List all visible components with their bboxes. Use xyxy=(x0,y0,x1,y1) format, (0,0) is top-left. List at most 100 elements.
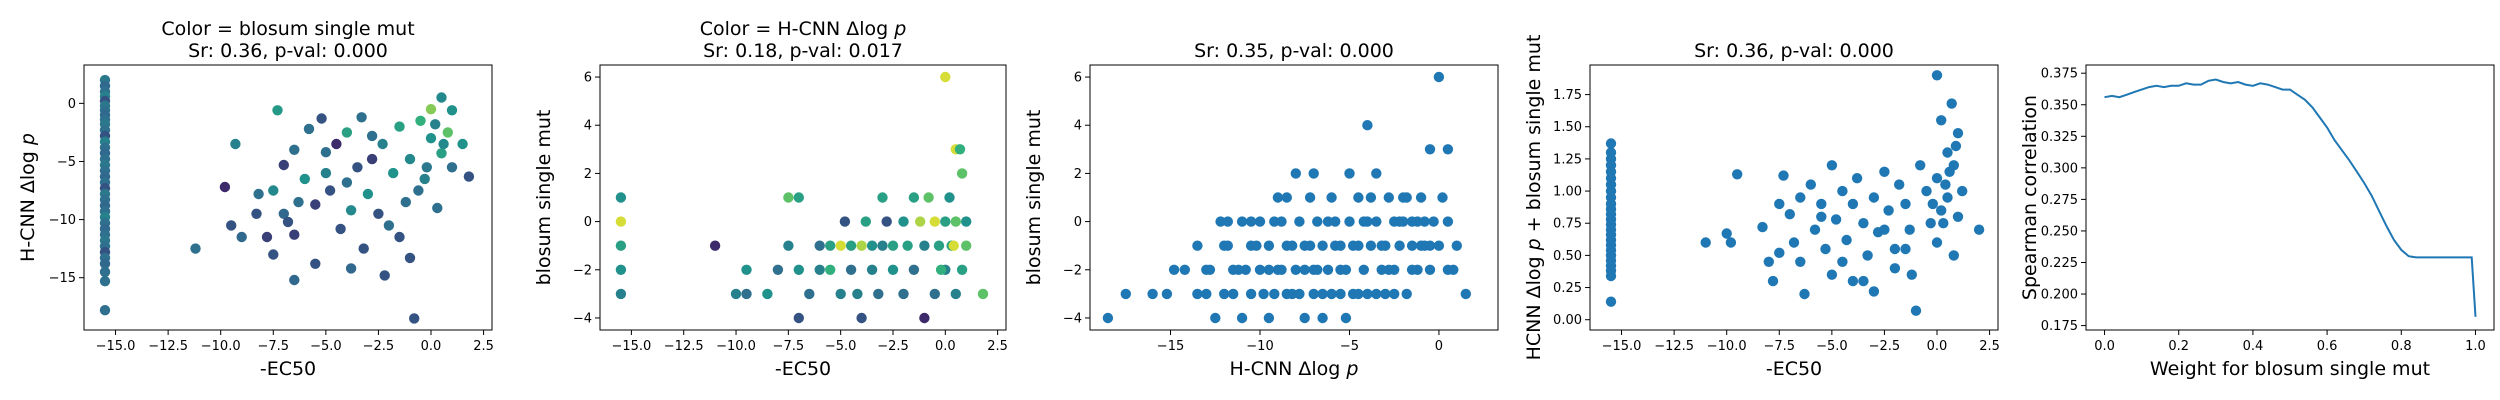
plot-frame xyxy=(83,64,493,331)
data-point xyxy=(1942,147,1953,158)
x-tick-label: 2.5 xyxy=(1979,339,2000,354)
data-point xyxy=(845,240,857,251)
y-tick-label: 0.375 xyxy=(2041,67,2078,82)
data-point xyxy=(1347,240,1359,251)
y-tick-label: −4 xyxy=(573,311,592,326)
data-point xyxy=(1120,288,1132,300)
data-point xyxy=(835,288,846,300)
data-point xyxy=(1201,288,1212,300)
data-point xyxy=(1330,216,1341,227)
data-point xyxy=(226,220,237,231)
data-point xyxy=(1353,288,1364,300)
chart-5-marks xyxy=(2104,78,2477,317)
data-point xyxy=(230,138,241,150)
x-tick-label: −10.0 xyxy=(1707,339,1747,354)
data-point xyxy=(1362,288,1373,300)
data-point xyxy=(1721,228,1732,239)
data-point xyxy=(341,127,353,138)
data-point xyxy=(1312,264,1323,275)
data-point xyxy=(1862,250,1873,261)
data-point xyxy=(1215,216,1226,227)
data-point xyxy=(1308,288,1319,300)
data-point xyxy=(1168,264,1180,275)
x-tick-label: 1.0 xyxy=(2465,339,2486,354)
data-point xyxy=(1294,216,1305,227)
data-point xyxy=(419,173,430,185)
data-point xyxy=(1219,288,1230,300)
data-point xyxy=(1437,192,1448,203)
data-point xyxy=(935,264,947,275)
data-point xyxy=(1778,170,1789,181)
y-tick-label: 2 xyxy=(1074,167,1082,182)
data-point xyxy=(1868,192,1880,203)
data-point xyxy=(741,264,752,275)
x-tick-label: 0.2 xyxy=(2168,339,2189,354)
data-point xyxy=(413,185,424,196)
x-tick-label: −7.5 xyxy=(1763,339,1795,354)
data-point xyxy=(377,138,388,150)
data-point xyxy=(1942,192,1953,203)
x-axis-label: -EC50 xyxy=(260,358,316,380)
y-tick-label: 0.25 xyxy=(1553,281,1582,296)
data-point xyxy=(1312,216,1323,227)
data-point xyxy=(99,266,111,278)
plot-frame xyxy=(1589,64,1999,331)
y-tick-label: 0.225 xyxy=(2041,256,2078,271)
data-point xyxy=(1263,240,1275,251)
data-point xyxy=(430,119,441,130)
data-point xyxy=(950,288,961,300)
data-point xyxy=(940,71,951,83)
x-tick-label: −2.5 xyxy=(1869,339,1901,354)
plot-frame xyxy=(2085,64,2495,331)
data-point xyxy=(956,168,968,179)
data-point xyxy=(881,216,892,227)
y-axis-label: blosum single mut xyxy=(533,110,555,286)
data-point xyxy=(1290,168,1302,179)
data-point xyxy=(1240,264,1251,275)
y-tick-label: 1.25 xyxy=(1553,152,1582,167)
x-axis-label: H-CNN Δlog p xyxy=(1230,358,1359,380)
data-point xyxy=(253,188,264,200)
data-point xyxy=(310,199,321,210)
data-point xyxy=(1179,264,1191,275)
data-point xyxy=(1774,198,1785,210)
x-tick-label: 0.0 xyxy=(2094,339,2115,354)
data-point xyxy=(1236,312,1248,324)
data-point xyxy=(1406,264,1418,275)
data-point xyxy=(1938,218,1949,229)
data-point xyxy=(1799,288,1810,300)
data-point xyxy=(310,258,321,269)
data-point xyxy=(919,240,930,251)
x-tick-label: −15.0 xyxy=(1602,339,1642,354)
data-point xyxy=(1927,198,1939,210)
data-point xyxy=(289,229,300,240)
chart-4: −15.0 −12.5 −10.0 −7.5 −5.0 −2.5 0.0 2.5 0.00 0.2… xyxy=(1523,35,2000,380)
data-point xyxy=(1344,168,1355,179)
data-point xyxy=(1147,288,1158,300)
data-point xyxy=(709,240,721,251)
y-tick-label: 0 xyxy=(584,215,592,230)
x-tick-label: −2.5 xyxy=(877,339,909,354)
x-tick-label: 0.6 xyxy=(2317,339,2338,354)
data-point xyxy=(1931,70,1943,81)
data-point xyxy=(404,153,416,165)
data-point xyxy=(268,185,279,196)
data-point xyxy=(835,240,846,251)
data-point xyxy=(1371,216,1382,227)
data-point xyxy=(1317,288,1328,300)
data-point xyxy=(1389,288,1400,300)
data-point xyxy=(341,177,353,188)
x-axis-label: -EC50 xyxy=(1766,358,1822,380)
chart-title: Color = blosum single mut xyxy=(161,18,414,40)
x-tick-label: −10.0 xyxy=(716,339,756,354)
data-point xyxy=(825,264,836,275)
data-point xyxy=(1605,296,1617,307)
data-point xyxy=(1272,192,1284,203)
data-point xyxy=(948,240,959,251)
data-point xyxy=(1889,243,1901,255)
y-tick-label: −5 xyxy=(57,155,76,170)
data-point xyxy=(793,312,804,324)
data-point xyxy=(251,208,262,219)
data-point xyxy=(345,205,357,216)
data-point xyxy=(278,159,289,171)
